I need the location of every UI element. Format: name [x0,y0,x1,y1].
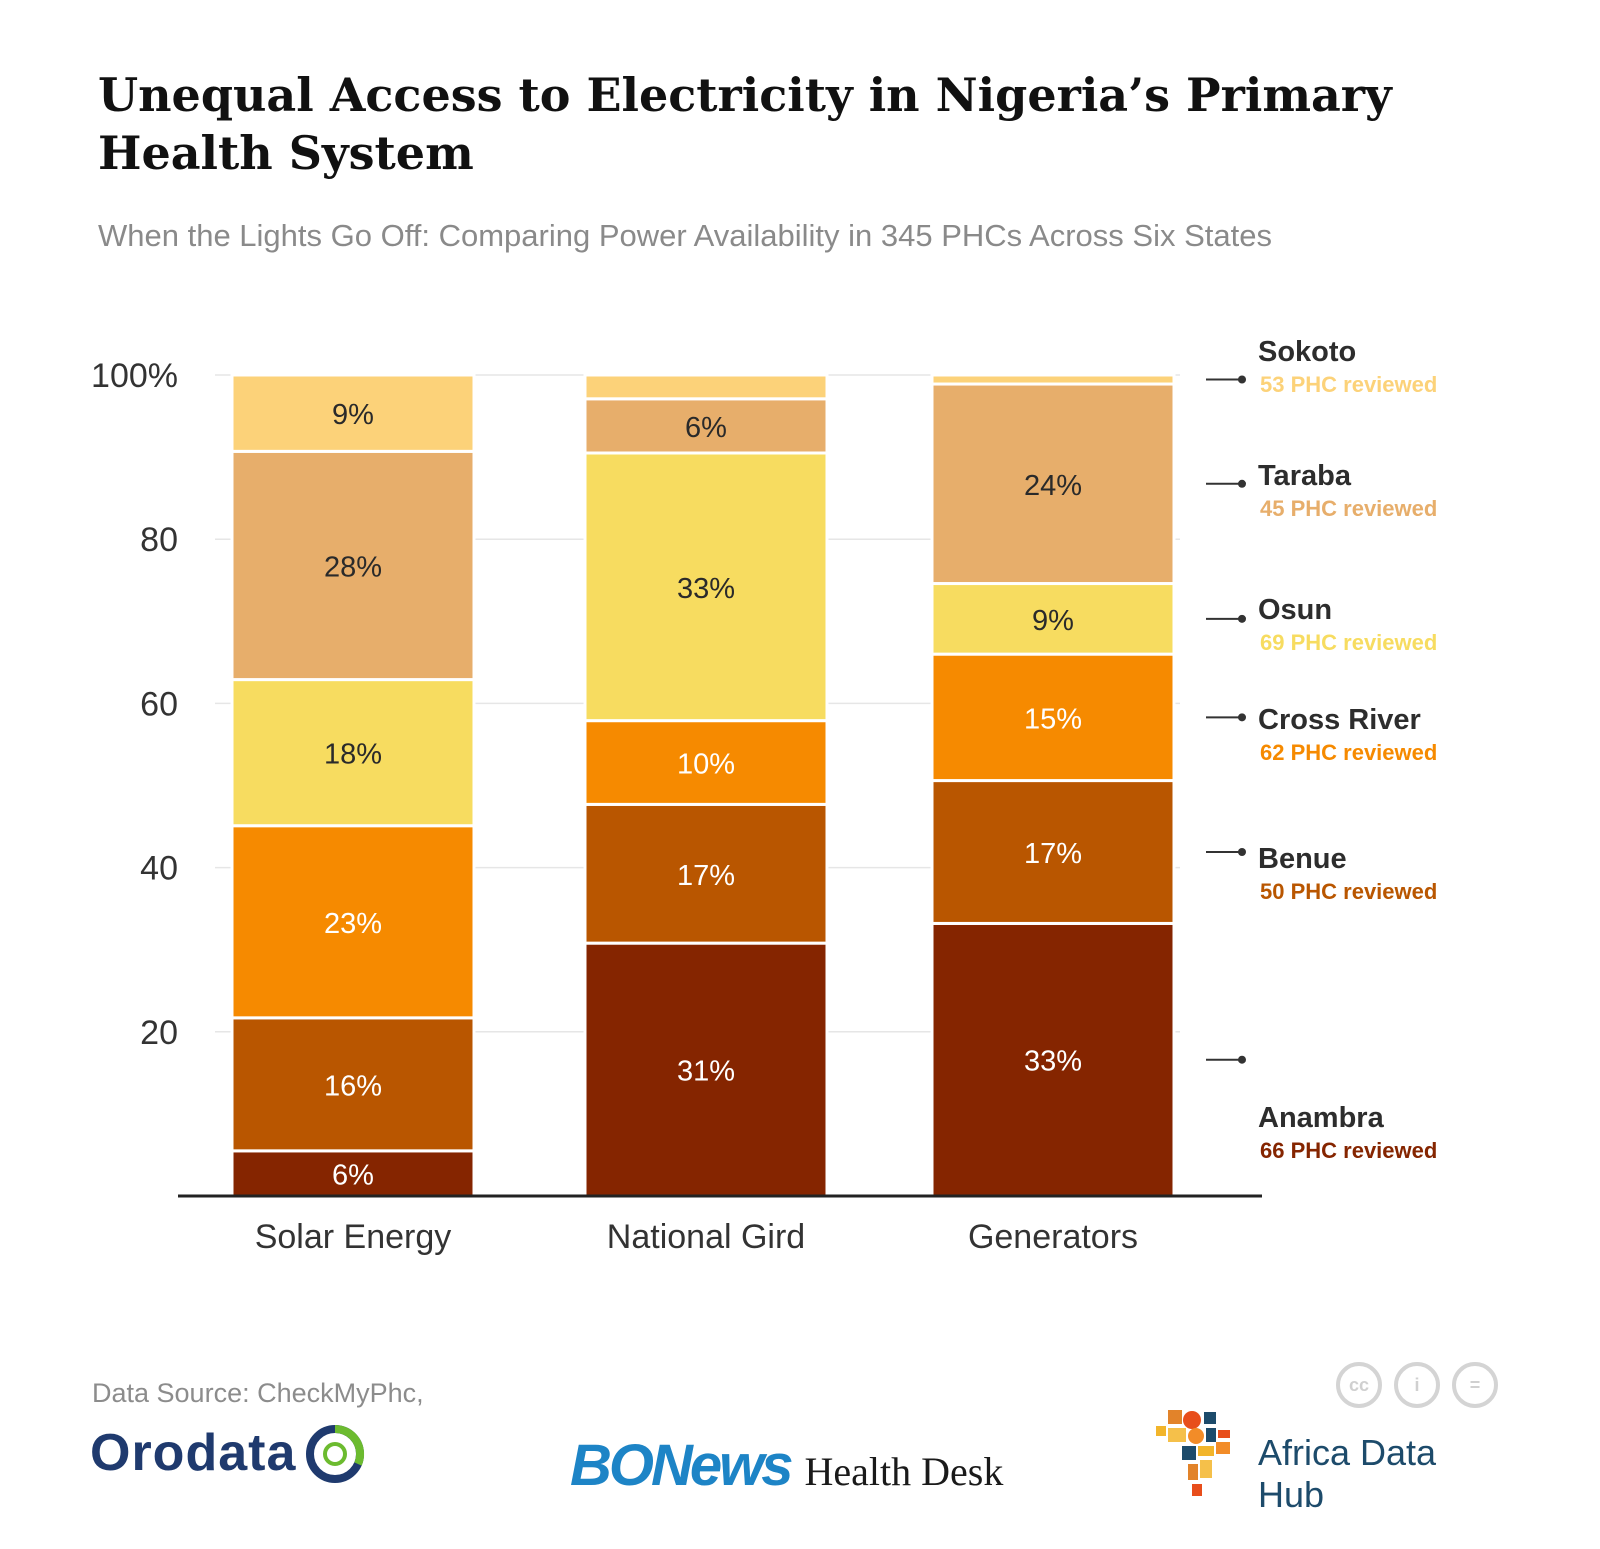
bar-segment [583,373,829,401]
bar-segment [583,802,829,945]
data-label: 17% [677,860,735,892]
attribution-icon: i [1394,1362,1440,1408]
chart-title: Unequal Access to Electricity in Nigeria… [98,68,1392,180]
bar-segment [930,921,1176,1198]
legend-dot [1238,848,1246,857]
legend-entry-note: 66 PHC reviewed [1260,1138,1437,1163]
legend-dot [1238,479,1246,488]
legend-entry-name: Osun [1258,594,1332,626]
data-label: 6% [685,412,727,444]
x-tick-label: Generators [968,1218,1138,1256]
legend-entry-name: Taraba [1258,460,1352,492]
bonews-logo-text: BONews [570,1433,794,1498]
x-tick-label: Solar Energy [255,1218,452,1256]
chart-subtitle: When the Lights Go Off: Comparing Power … [98,218,1272,253]
stacked-bar-chart: 100% 80 60 40 20 6% 16% 23% 18% 28% 9% Solar Energy… [91,336,1437,1256]
data-source: Data Source: CheckMyPhc, [92,1378,424,1408]
bar-segment [930,779,1176,925]
data-label: 17% [1024,838,1082,870]
y-tick-label: 20 [140,1014,178,1052]
x-tick-label: National Gird [607,1218,805,1256]
legend-entry-name: Sokoto [1258,336,1356,368]
orodata-logo: Orodata [90,1418,370,1488]
legend-entry-note: 69 PHC reviewed [1260,630,1437,655]
bar-segment [230,1016,476,1153]
health-desk-text: Health Desk [804,1449,1004,1494]
legend-entry-name: Cross River [1258,704,1421,736]
legend-dot [1238,1055,1246,1064]
legend-entry-note: 45 PHC reviewed [1260,496,1437,521]
data-label: 10% [677,749,735,781]
bar-segment [583,451,829,723]
legend-entry-name: Benue [1258,843,1347,875]
bar-segment [230,449,476,682]
africa-map-icon [1156,1410,1230,1496]
data-label: 15% [1024,703,1082,735]
no-derivatives-icon: = [1452,1362,1498,1408]
data-label: 28% [324,551,382,583]
bar-segment [930,582,1176,656]
data-label: 24% [1024,470,1082,502]
y-tick-label: 60 [140,685,178,723]
y-tick-label: 100% [91,357,178,395]
orodata-logo-text: Orodata [90,1424,297,1482]
data-label: 18% [324,739,382,771]
bar-segment [230,678,476,828]
bar-segment [930,382,1176,586]
data-label: 23% [324,908,382,940]
data-label: 9% [1032,605,1074,637]
legend-entry-note: 53 PHC reviewed [1260,372,1437,397]
cc-icon: cc [1336,1362,1382,1408]
legend-entry-note: 62 PHC reviewed [1260,740,1437,765]
legend-entry-name: Anambra [1258,1102,1385,1134]
bar-segment [583,941,829,1198]
legend-dot [1238,614,1246,623]
legend-entry-note: 50 PHC reviewed [1260,879,1437,904]
data-label: 33% [677,573,735,605]
legend-dot [1238,375,1246,384]
africa-data-hub-text: Africa Data Hub [1258,1432,1437,1515]
y-tick-label: 40 [140,850,178,888]
data-label: 16% [324,1070,382,1102]
bar-segment [930,373,1176,386]
data-label: 31% [677,1056,735,1088]
bar-segment [230,373,476,453]
license-icons: cc i = [1336,1362,1498,1408]
data-label: 6% [332,1159,374,1191]
bar-segment [583,719,829,806]
data-label: 33% [1024,1046,1082,1078]
bar-segment [930,652,1176,783]
bar-segment [230,824,476,1020]
legend-dot [1238,713,1246,722]
data-label: 9% [332,399,374,431]
africa-data-hub-logo: Africa Data Hub [1148,1408,1508,1515]
y-tick-label: 80 [140,521,178,559]
bonews-logo: BONews Health Desk [570,1432,1003,1499]
orodata-ring-icon [306,1424,365,1483]
